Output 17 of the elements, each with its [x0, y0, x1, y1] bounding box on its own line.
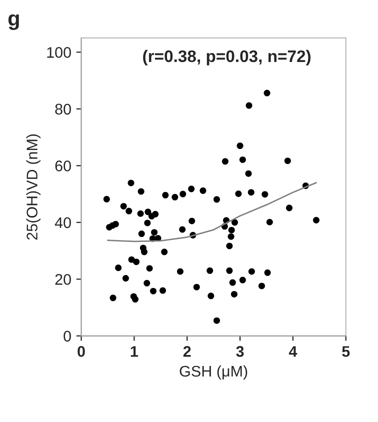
y-axis-title: 25(OH)VD (nM): [26, 134, 40, 240]
y-tick-label: 20: [55, 274, 71, 285]
line-series: [107, 182, 317, 242]
x-tick-label: 4: [288, 346, 298, 357]
y-tick-label: 100: [47, 47, 71, 58]
annotation: (r=0.38, p=0.03, n=72): [143, 50, 311, 66]
x-tick-label: 0: [78, 346, 85, 357]
x-tick-label: 5: [342, 346, 350, 357]
y-tick-label: 60: [55, 160, 71, 172]
y-tick-label: 0: [64, 330, 71, 342]
x-tick-label: 3: [236, 346, 244, 357]
y-tick-label: 80: [55, 104, 71, 115]
y-tick-label: 40: [54, 217, 71, 228]
x-axis-title: GSH (μM): [180, 365, 248, 380]
x-tick-label: 1: [130, 346, 138, 357]
x-tick-label: 2: [183, 346, 191, 357]
chart-title: g: [8, 14, 19, 30]
